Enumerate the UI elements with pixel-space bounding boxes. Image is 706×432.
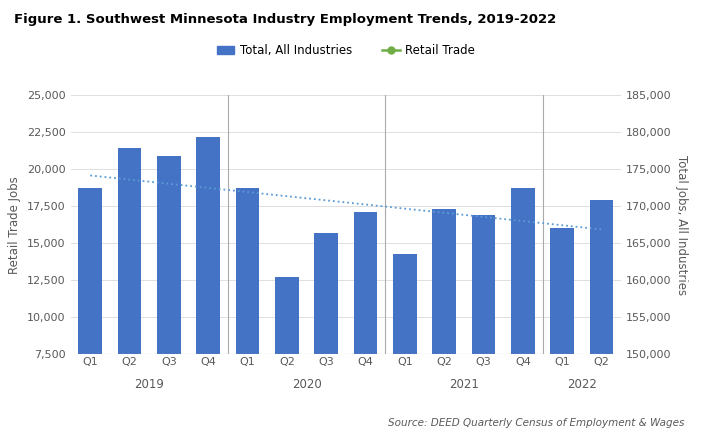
Text: 2021: 2021 [449,378,479,391]
Bar [393,254,417,432]
Bar [157,156,181,432]
Bar [236,188,259,432]
Y-axis label: Retail Trade Jobs: Retail Trade Jobs [8,176,21,273]
Bar [433,209,456,432]
Bar [196,137,220,432]
Bar [511,188,534,432]
Text: Figure 1. Southwest Minnesota Industry Employment Trends, 2019-2022: Figure 1. Southwest Minnesota Industry E… [14,13,556,26]
Bar [472,215,496,432]
Bar [275,277,299,432]
Text: 2020: 2020 [292,378,321,391]
Text: 19,040: 19,040 [0,431,1,432]
Bar [78,188,102,432]
Text: 18,916: 18,916 [0,431,1,432]
Bar [118,148,141,432]
Y-axis label: Total Jobs, All Industries: Total Jobs, All Industries [676,155,688,295]
Legend: Total, All Industries, Retail Trade: Total, All Industries, Retail Trade [217,44,475,57]
Bar [354,212,378,432]
Text: 2019: 2019 [134,378,164,391]
Bar [314,233,338,432]
Text: 17,112: 17,112 [0,431,1,432]
Text: 18,651: 18,651 [0,431,1,432]
Text: Source: DEED Quarterly Census of Employment & Wages: Source: DEED Quarterly Census of Employm… [388,418,685,428]
Text: 2022: 2022 [567,378,597,391]
Bar [590,200,614,432]
Bar [551,229,574,432]
